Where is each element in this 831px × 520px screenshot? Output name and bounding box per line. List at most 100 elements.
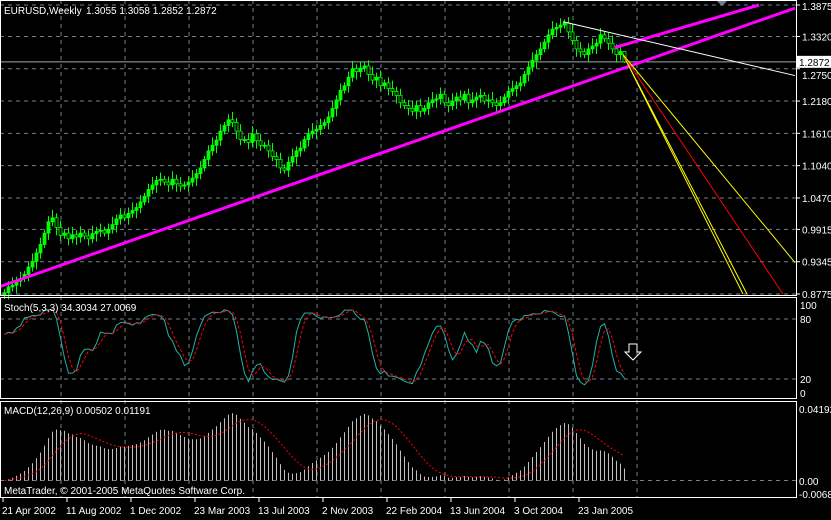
candle — [166, 181, 171, 186]
candle — [574, 40, 579, 50]
candle — [254, 133, 259, 142]
candle — [154, 179, 159, 186]
candle — [466, 93, 471, 104]
candle — [306, 133, 311, 140]
candle — [210, 144, 215, 152]
candle — [94, 230, 99, 235]
candle — [34, 252, 39, 262]
candle — [346, 76, 351, 87]
candle — [474, 96, 479, 101]
candle — [170, 178, 175, 186]
candle — [538, 48, 543, 55]
candle — [582, 51, 587, 55]
stoch-main-line — [4, 308, 625, 386]
candle — [386, 82, 391, 89]
candle — [286, 161, 291, 171]
macd-title: MACD(12,26,9) 0.00502 0.01191 — [4, 406, 151, 417]
candle — [234, 122, 239, 132]
candle — [302, 139, 307, 149]
candle — [158, 178, 163, 181]
candle — [290, 156, 295, 163]
candle — [618, 51, 623, 55]
candle — [394, 91, 399, 96]
candle — [326, 116, 331, 123]
candle — [358, 67, 363, 72]
grid — [0, 0, 796, 497]
candle — [366, 65, 371, 75]
candle — [562, 22, 567, 26]
candle — [614, 48, 619, 55]
candle — [270, 150, 275, 157]
candle — [274, 156, 279, 160]
trendlines[interactable] — [0, 3, 796, 295]
price-tick-label: 1.1040 — [802, 162, 831, 173]
candle — [190, 177, 195, 183]
candle — [6, 286, 11, 293]
candle — [70, 234, 75, 240]
candle — [246, 139, 251, 143]
candle — [370, 74, 375, 81]
channel-trendline — [614, 3, 760, 49]
stoch-title: Stoch(5,3,3) 34.3034 27.0069 — [4, 303, 137, 314]
candle — [534, 54, 539, 61]
date-tick-label: 23 Jan 2005 — [578, 506, 633, 517]
candle — [146, 189, 151, 197]
arrow-down-icon[interactable] — [623, 343, 643, 361]
date-tick-label: 21 Apr 2002 — [2, 506, 56, 517]
candle — [426, 102, 431, 109]
date-tick-label: 1 Dec 2002 — [130, 506, 182, 517]
fan-trendline — [622, 54, 748, 295]
chart-symbol: EURUSD,Weekly — [4, 6, 82, 17]
price-tick-label: 0.9915 — [802, 225, 831, 236]
candle — [514, 85, 519, 89]
price-tick-label: 0.9345 — [802, 258, 831, 269]
candle — [278, 159, 283, 169]
date-tick-label: 22 Feb 2004 — [386, 506, 443, 517]
candle — [30, 261, 35, 268]
candle — [458, 96, 463, 101]
candle — [338, 89, 343, 101]
candle — [310, 130, 315, 135]
candle — [230, 119, 235, 123]
candle — [354, 68, 359, 72]
candle — [510, 88, 515, 92]
candle — [122, 214, 127, 219]
macd-tick-label: 0.00 — [799, 477, 819, 488]
candle — [362, 65, 367, 69]
stochastic-panel — [4, 308, 625, 386]
macd-panel — [4, 413, 625, 482]
candle — [430, 99, 435, 104]
chart-shift-marker-icon[interactable] — [717, 1, 727, 6]
fan-trendline — [622, 54, 744, 295]
candle — [502, 96, 507, 104]
candle — [294, 150, 299, 157]
price-tick-label: 1.3875 — [802, 2, 831, 13]
candle — [250, 133, 255, 143]
candle — [262, 144, 267, 147]
candle — [482, 94, 487, 102]
candle — [462, 93, 467, 101]
candle — [322, 122, 327, 126]
date-tick-label: 13 Jul 2003 — [258, 506, 310, 517]
chart-ohlc: 1.3055 1.3058 1.2852 1.2872 — [86, 6, 217, 17]
candle — [610, 42, 615, 50]
candle — [298, 147, 303, 152]
candle — [406, 105, 411, 109]
candle — [506, 91, 511, 98]
date-tick-label: 2 Nov 2003 — [322, 506, 374, 517]
candle — [350, 68, 355, 78]
candle — [446, 102, 451, 106]
candle — [222, 125, 227, 132]
candle — [378, 76, 383, 87]
candle — [58, 227, 63, 236]
candle — [314, 128, 319, 132]
candle — [330, 108, 335, 118]
candle — [454, 96, 459, 102]
candle — [206, 150, 211, 160]
candle — [434, 98, 439, 101]
candle — [318, 125, 323, 130]
candle — [218, 130, 223, 141]
candle — [374, 76, 379, 81]
candle — [478, 94, 483, 98]
